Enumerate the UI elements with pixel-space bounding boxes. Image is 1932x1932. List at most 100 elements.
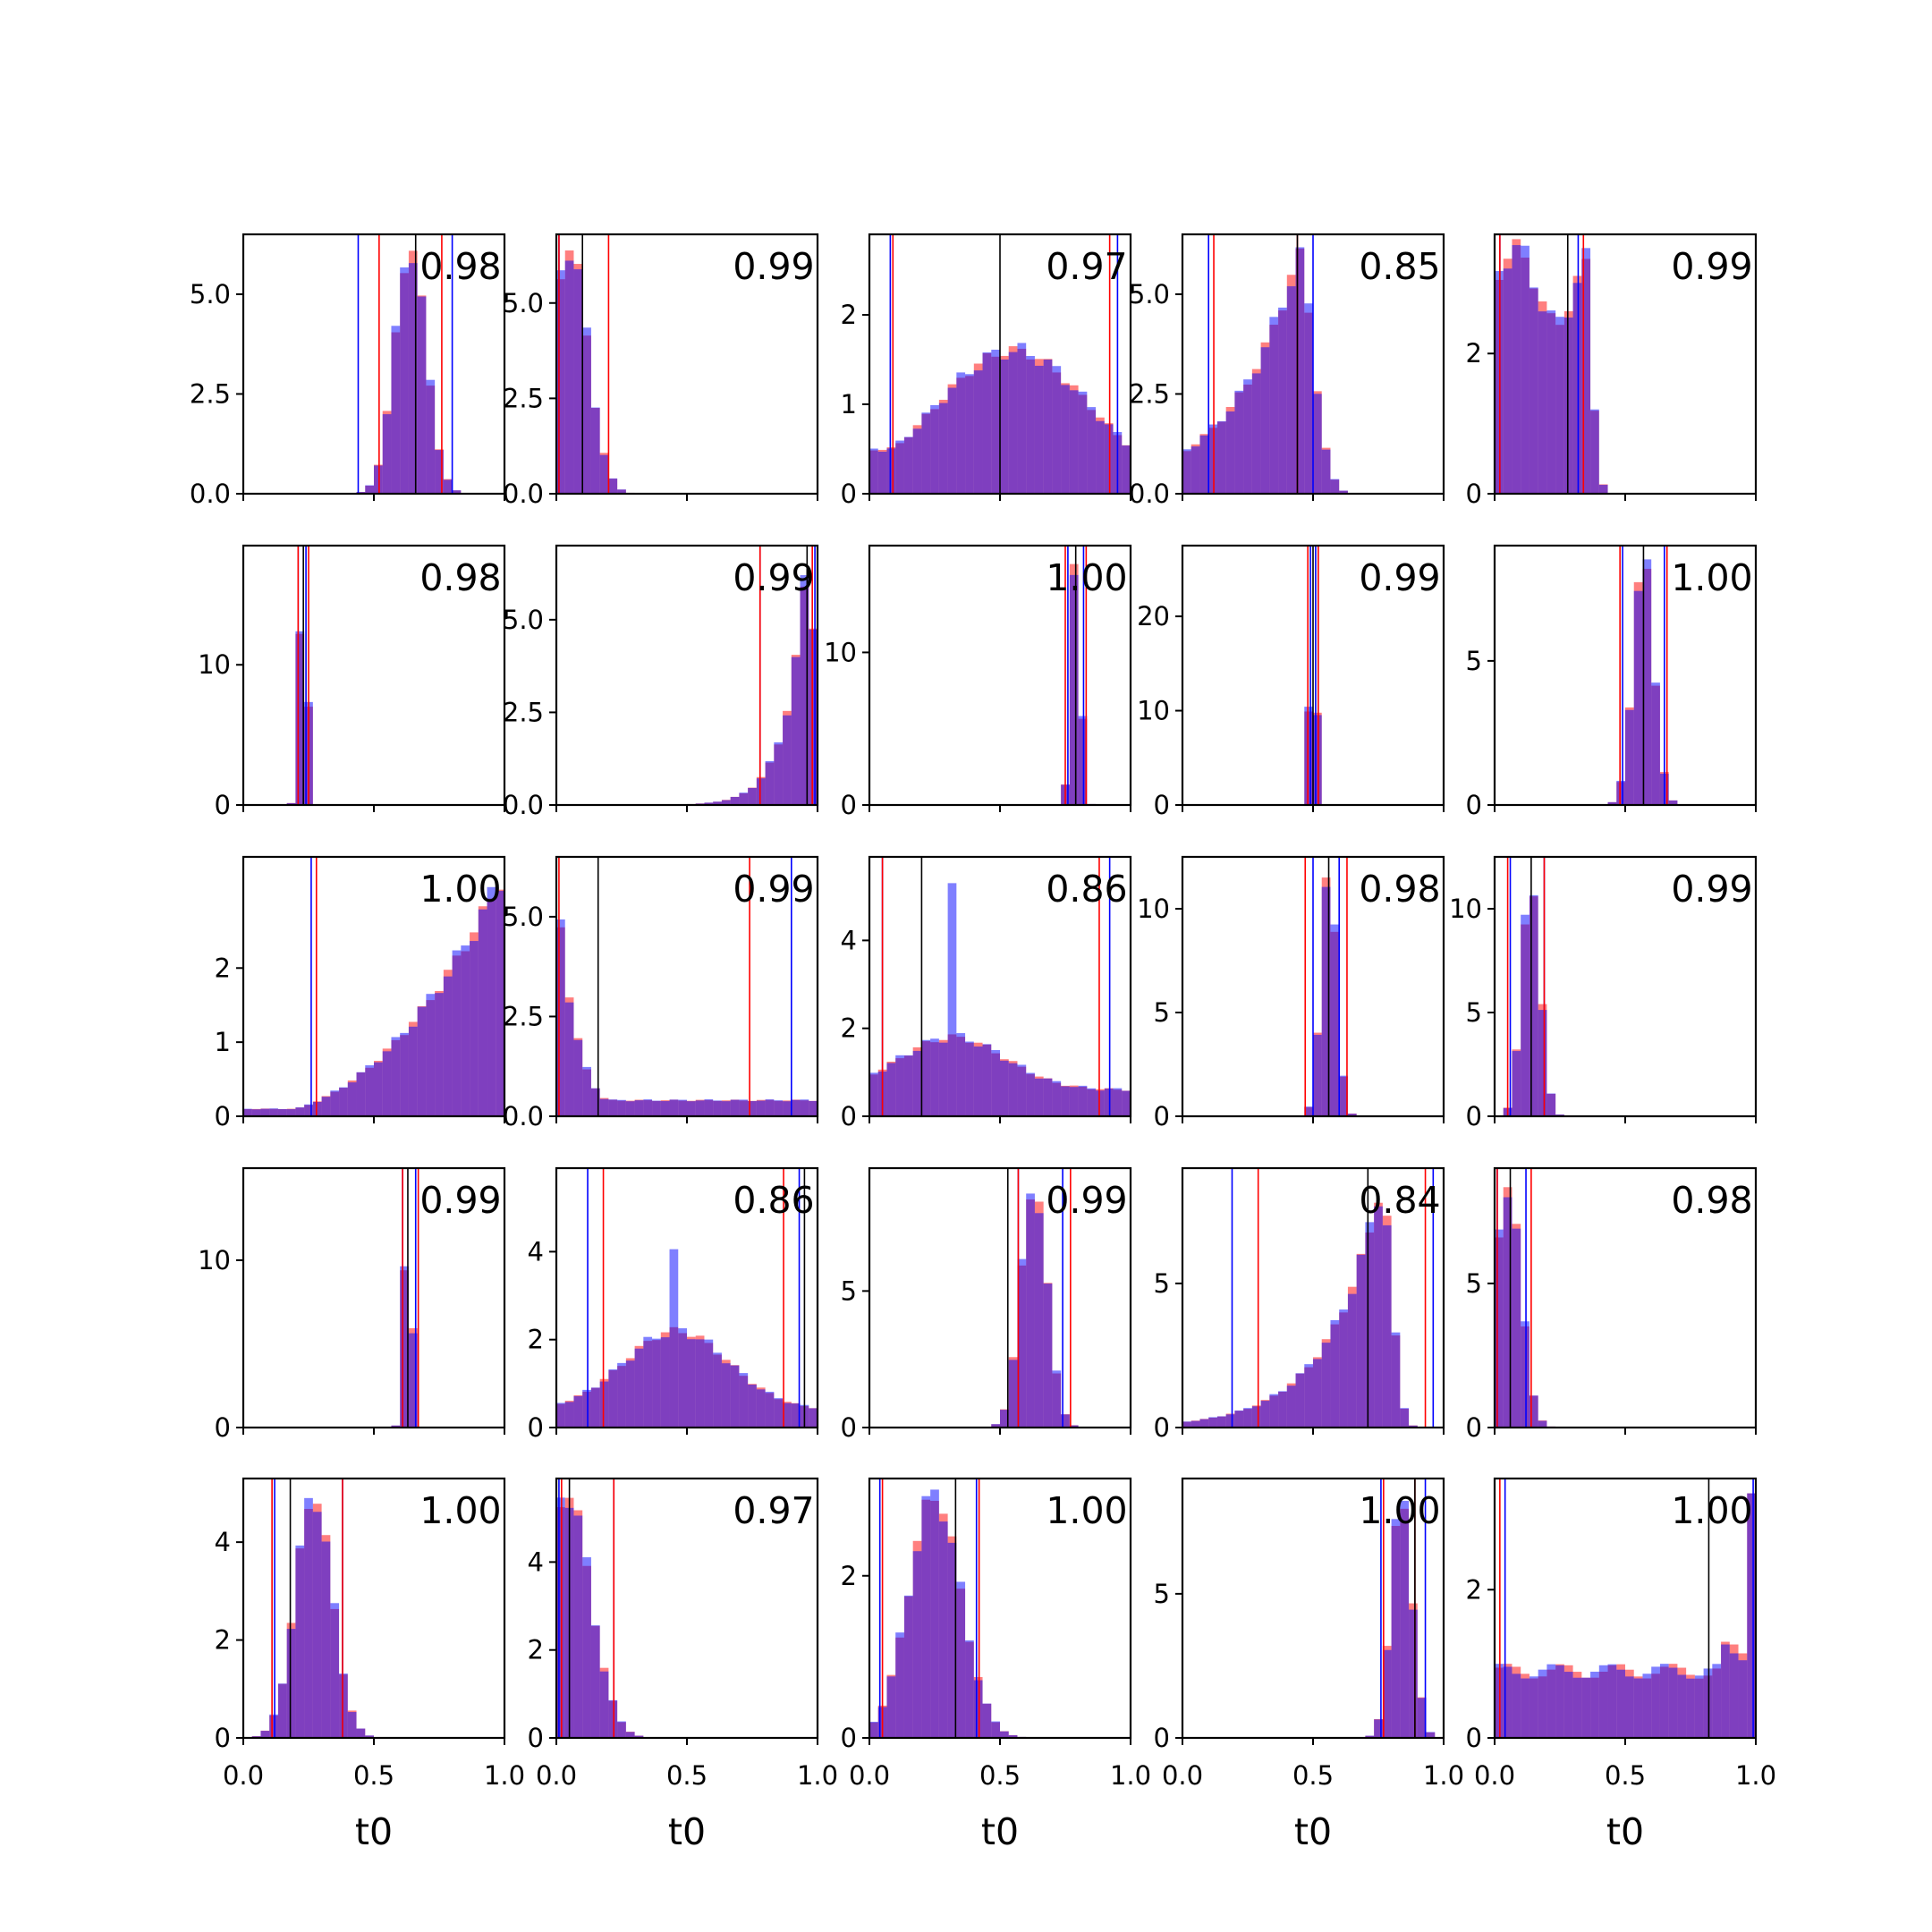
histogram-bar-blue bbox=[748, 1384, 757, 1428]
histogram-bar-blue bbox=[1269, 1394, 1279, 1428]
histogram-bar-blue bbox=[982, 352, 992, 494]
histogram-bar-blue bbox=[1729, 1653, 1739, 1738]
histogram-bar-blue bbox=[417, 1006, 427, 1116]
histogram-bar-blue bbox=[947, 883, 957, 1116]
histogram-bar-blue bbox=[1347, 1293, 1357, 1428]
histogram-panel: 0 2 0.0 0.5 1.0 1.00 bbox=[841, 1477, 1151, 1791]
histogram-bar-blue bbox=[1521, 1678, 1530, 1738]
histogram-bar-blue bbox=[1668, 1667, 1678, 1738]
histogram-bar-blue bbox=[1686, 1678, 1695, 1738]
bar-layer bbox=[356, 250, 462, 494]
histogram-bar-blue bbox=[573, 1515, 583, 1738]
histogram-bar-blue bbox=[1607, 1664, 1617, 1738]
x-tick-label: 0.0 bbox=[536, 1760, 577, 1791]
histogram-panel: 0 5 0.0 0.5 1.0 1.00 bbox=[1154, 1477, 1464, 1791]
y-tick-label: 5 bbox=[841, 1275, 857, 1306]
histogram-bar-blue bbox=[1191, 446, 1200, 494]
histogram-bar-blue bbox=[721, 1101, 731, 1116]
histogram-bar-blue bbox=[452, 490, 462, 494]
bar-layer bbox=[251, 1497, 374, 1738]
histogram-bar-blue bbox=[1417, 1698, 1427, 1738]
histogram-bar-blue bbox=[426, 994, 436, 1116]
bar-layer bbox=[1365, 1500, 1436, 1738]
y-tick-label: 5.0 bbox=[503, 288, 544, 318]
histogram-bar-blue bbox=[1563, 318, 1573, 494]
y-tick-label: 0 bbox=[1154, 1723, 1170, 1753]
correlation-annotation: 0.98 bbox=[1359, 868, 1440, 911]
histogram-bar-blue bbox=[869, 1721, 878, 1738]
histogram-bar-blue bbox=[304, 1104, 313, 1116]
histogram-panel: 0 10 0.99 bbox=[198, 1166, 506, 1443]
x-tick-label: 0.0 bbox=[1162, 1760, 1203, 1791]
histogram-bar-blue bbox=[1633, 1678, 1643, 1738]
y-tick-label: 4 bbox=[841, 925, 857, 955]
histogram-bar-blue bbox=[408, 263, 418, 494]
correlation-annotation: 0.99 bbox=[1359, 556, 1440, 599]
histogram-bar-blue bbox=[573, 1039, 583, 1116]
histogram-bar-blue bbox=[895, 1055, 904, 1116]
histogram-bar-blue bbox=[443, 976, 453, 1116]
histogram-bar-blue bbox=[713, 1352, 722, 1428]
bar-layer bbox=[1182, 1202, 1418, 1428]
histogram-bar-blue bbox=[1503, 1666, 1513, 1738]
x-axis-label: t0 bbox=[1606, 1810, 1644, 1853]
histogram-bar-blue bbox=[400, 1032, 409, 1116]
x-axis-label: t0 bbox=[1294, 1810, 1332, 1853]
histogram-bar-blue bbox=[417, 296, 427, 494]
histogram-bar-blue bbox=[1008, 1063, 1018, 1116]
histogram-bar-blue bbox=[765, 1392, 775, 1428]
histogram-bar-blue bbox=[634, 1100, 644, 1116]
histogram-bar-blue bbox=[1008, 1360, 1018, 1428]
y-tick-label: 5.0 bbox=[1129, 279, 1170, 309]
histogram-bar-blue bbox=[791, 1099, 801, 1116]
bar-layer bbox=[1182, 247, 1348, 494]
histogram-bar-blue bbox=[912, 1551, 922, 1738]
histogram-bar-blue bbox=[277, 1109, 287, 1116]
histogram-bar-blue bbox=[1069, 1425, 1079, 1428]
y-tick-label: 0 bbox=[1466, 790, 1482, 820]
x-tick-label: 0.5 bbox=[353, 1760, 394, 1791]
y-tick-label: 2 bbox=[1466, 1574, 1482, 1605]
histogram-bar-blue bbox=[947, 387, 957, 494]
y-tick-label: 10 bbox=[198, 1245, 231, 1275]
histogram-bar-blue bbox=[1529, 1395, 1538, 1428]
x-tick-label: 0.5 bbox=[666, 1760, 708, 1791]
bar-layer bbox=[687, 575, 818, 805]
histogram-bar-blue bbox=[1043, 1078, 1053, 1116]
histogram-bar-blue bbox=[1034, 365, 1044, 494]
histogram-bar-blue bbox=[1104, 424, 1114, 494]
histogram-bar-blue bbox=[643, 1099, 653, 1116]
histogram-bar-blue bbox=[704, 1339, 714, 1428]
histogram-bar-blue bbox=[400, 267, 409, 494]
bar-layer bbox=[1503, 894, 1564, 1116]
bar-layer bbox=[1495, 239, 1608, 494]
histogram-bar-blue bbox=[1409, 1609, 1418, 1738]
histogram-bar-blue bbox=[590, 1088, 600, 1116]
histogram-panel: 0 2 4 0.0 0.5 1.0 1.00 bbox=[215, 1477, 525, 1791]
y-tick-label: 5 bbox=[1154, 1579, 1170, 1609]
histogram-bar-blue bbox=[704, 1099, 714, 1116]
histogram-panel: 0 2 4 0.86 bbox=[841, 855, 1132, 1131]
correlation-annotation: 0.99 bbox=[419, 1179, 501, 1222]
histogram-bar-blue bbox=[965, 374, 974, 494]
histogram-panel: 050.98 bbox=[1466, 1166, 1758, 1443]
histogram-bar-blue bbox=[1321, 449, 1331, 494]
histogram-panel: 0.0 2.5 5.0 0.98 bbox=[190, 233, 506, 509]
y-tick-label: 2.5 bbox=[503, 383, 544, 413]
correlation-annotation: 1.00 bbox=[1046, 556, 1127, 599]
bar-layer bbox=[1304, 707, 1322, 805]
histogram-bar-blue bbox=[582, 1066, 591, 1116]
histogram-bar-blue bbox=[1034, 1213, 1044, 1428]
histogram-bar-blue bbox=[634, 1348, 644, 1428]
histogram-bar-blue bbox=[678, 1328, 687, 1428]
histogram-bar-blue bbox=[903, 1055, 913, 1116]
histogram-bar-blue bbox=[973, 370, 983, 494]
histogram-bar-blue bbox=[312, 1101, 322, 1116]
histogram-bar-blue bbox=[886, 448, 896, 494]
histogram-bar-blue bbox=[391, 326, 401, 494]
y-tick-label: 5 bbox=[1466, 997, 1482, 1028]
histogram-bar-blue bbox=[582, 1557, 591, 1738]
histogram-panel: 0 1 2 1.00 bbox=[215, 855, 506, 1131]
histogram-bar-blue bbox=[1546, 310, 1556, 494]
histogram-bar-blue bbox=[286, 1629, 296, 1738]
